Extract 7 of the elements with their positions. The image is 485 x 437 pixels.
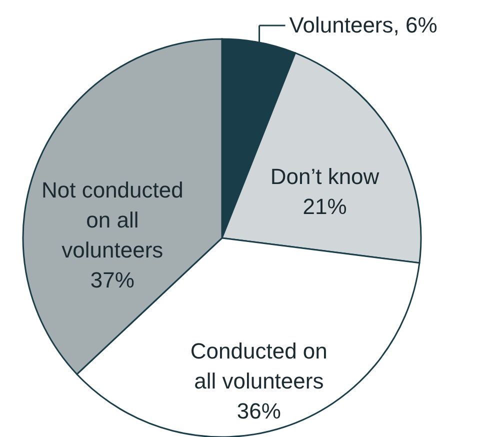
slice-label: Conducted on all volunteers [190, 338, 328, 394]
data-label: 21% [302, 194, 347, 220]
slice-label: Don’t know [270, 164, 380, 190]
data-label: 36% [236, 398, 281, 424]
data-label: 37% [90, 268, 134, 293]
legend-label: Volunteers, 6% [289, 12, 438, 38]
slice-label: Not conducted on all volunteers [41, 178, 184, 263]
